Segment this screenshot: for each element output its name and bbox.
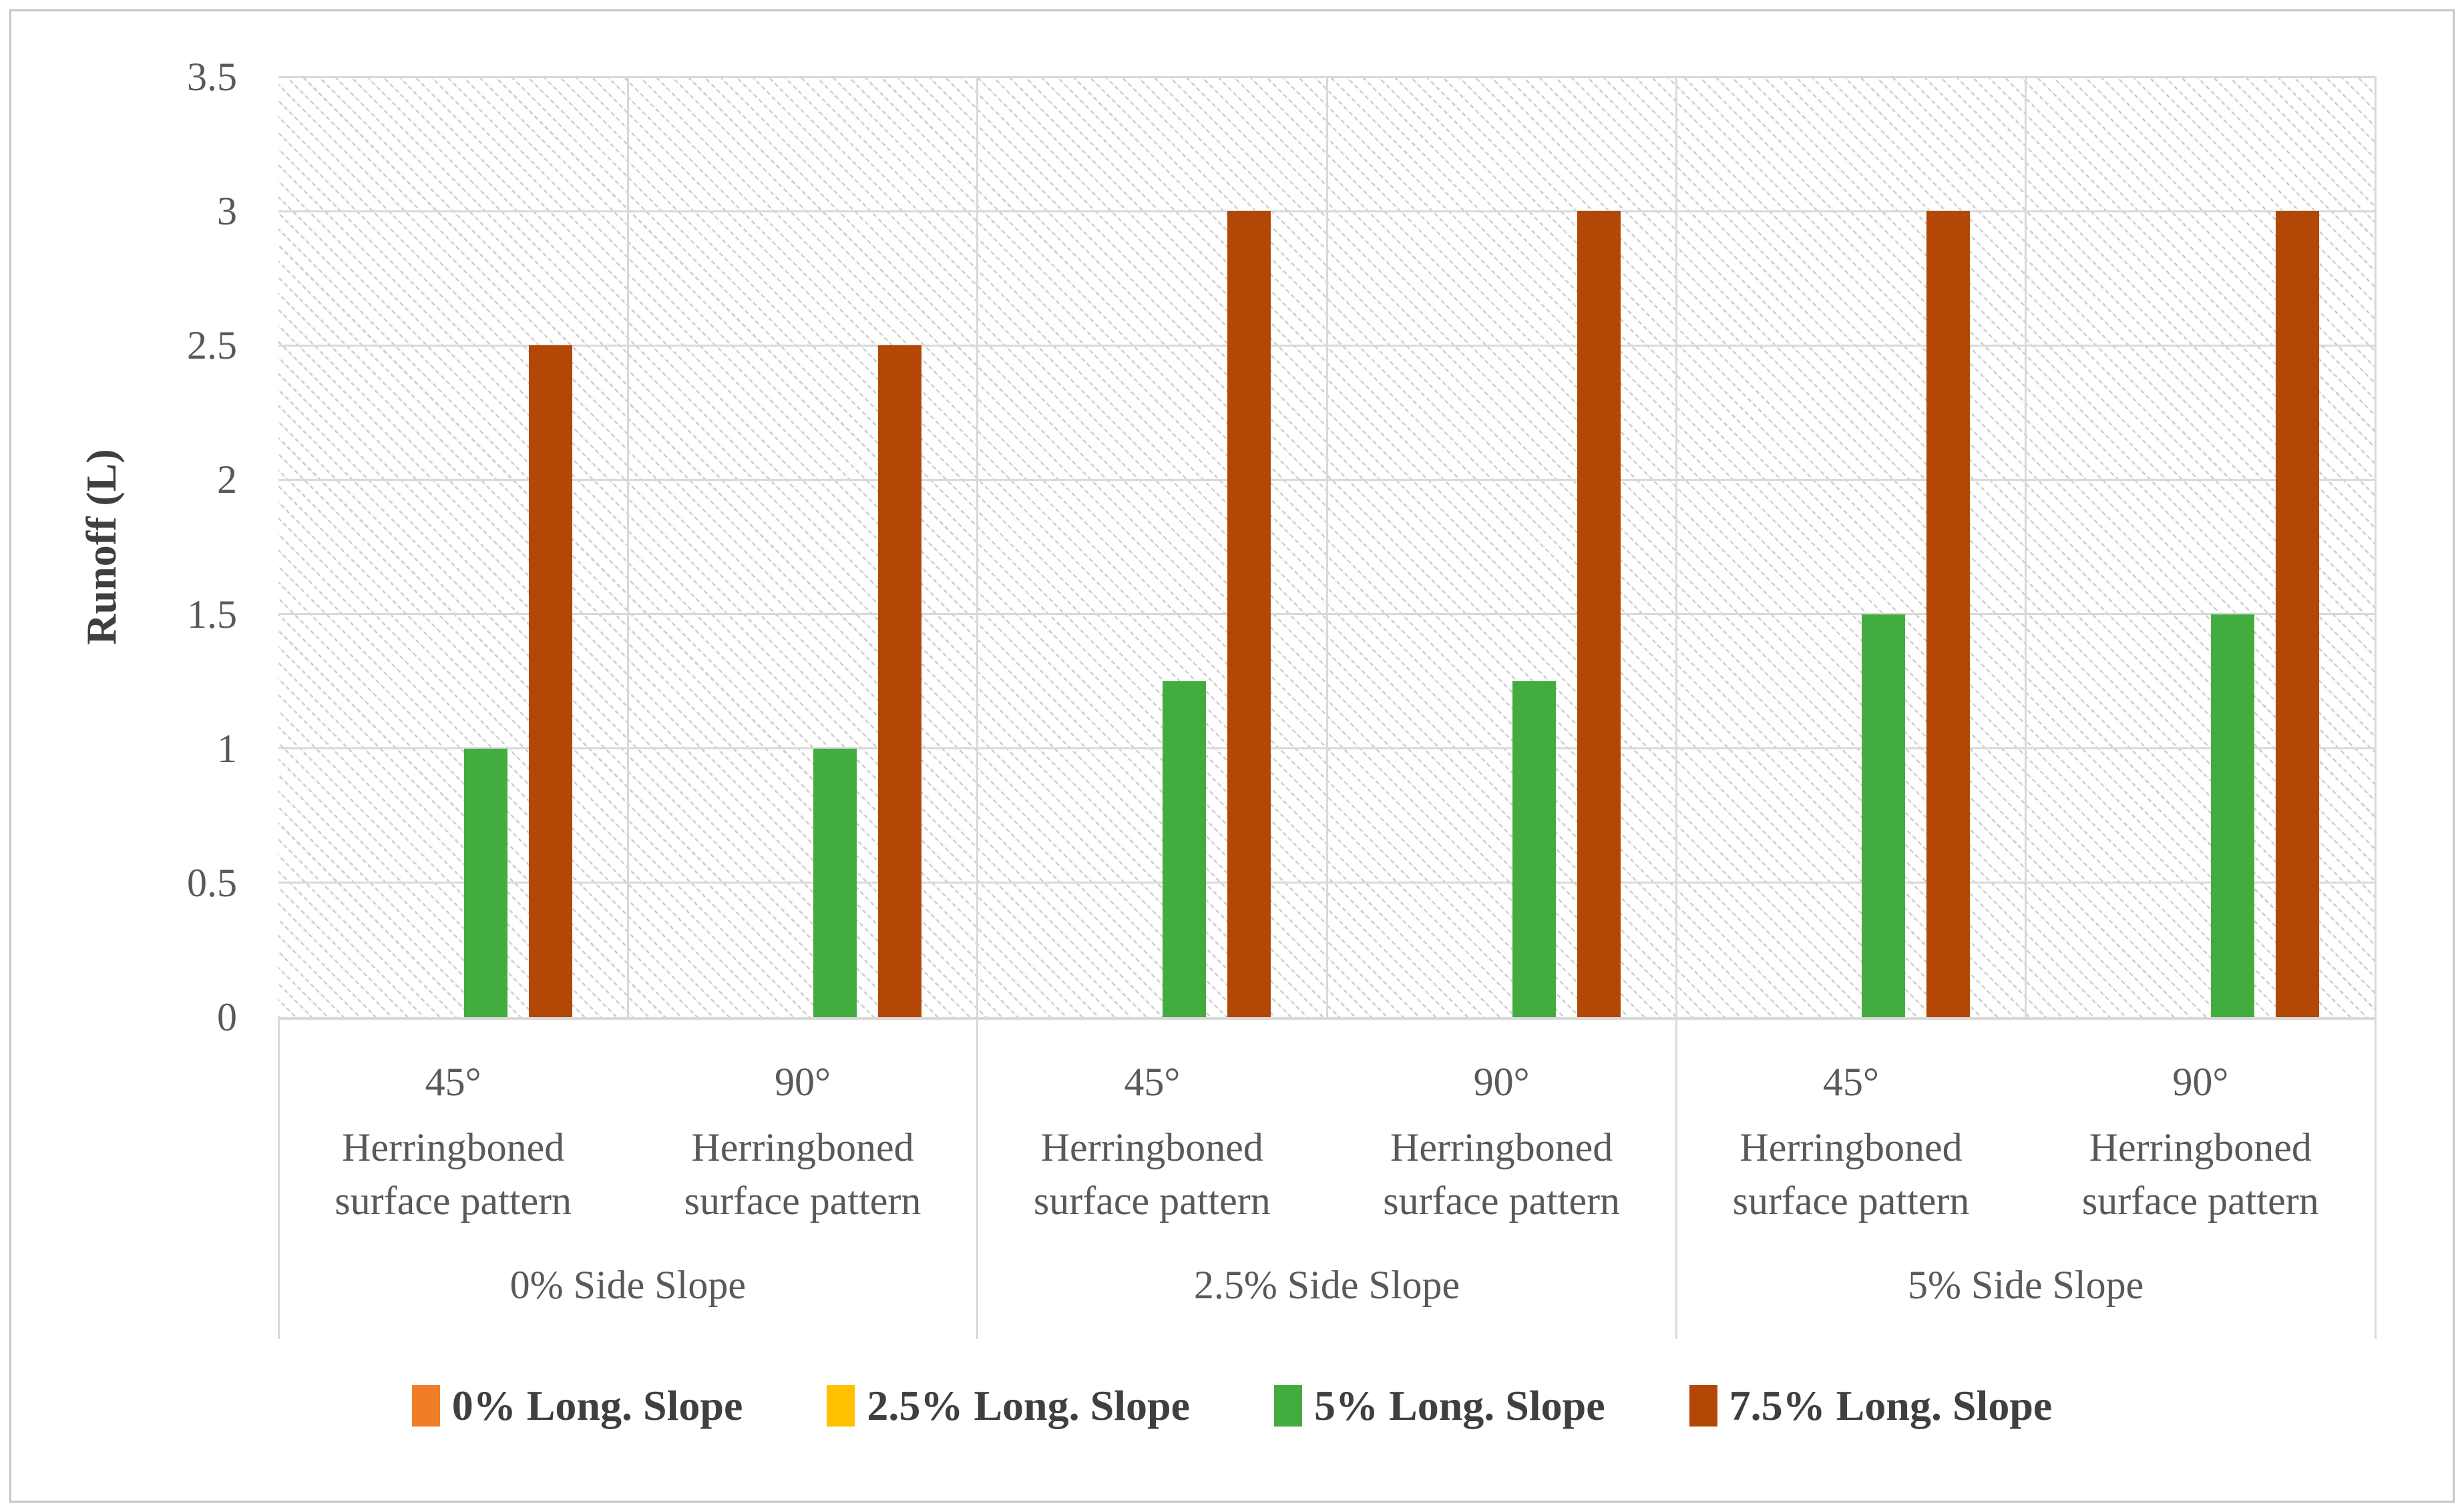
legend-item-0-long-slope: 0% Long. Slope <box>411 1381 743 1431</box>
bar-5-long-slope <box>813 748 857 1017</box>
legend-marker-2-5-long-slope <box>827 1385 855 1427</box>
category-angle-label: 45° <box>1822 1060 1879 1104</box>
y-tick-label: 0.5 <box>187 860 237 905</box>
axis-group-separator <box>2374 1017 2377 1339</box>
bar-5-long-slope <box>1163 681 1207 1017</box>
legend-label: 7.5% Long. Slope <box>1729 1382 2053 1429</box>
axis-group-separator <box>277 1017 280 1339</box>
legend-label: 2.5% Long. Slope <box>867 1382 1190 1429</box>
bar-7-5-long-slope <box>1926 211 1970 1017</box>
vertical-gridline <box>976 77 979 1017</box>
category-angle-label: 45° <box>1124 1060 1181 1104</box>
y-tick-label: 2.5 <box>187 323 237 368</box>
legend-item-7-5-long-slope: 7.5% Long. Slope <box>1689 1381 2053 1431</box>
category-pattern-label: Herringboned surface pattern <box>1383 1125 1621 1223</box>
category-angle-label: 90° <box>774 1060 831 1104</box>
vertical-gridline <box>626 77 629 1017</box>
bar-5-long-slope <box>1512 681 1556 1017</box>
category-pattern-label: Herringboned surface pattern <box>1732 1125 1970 1223</box>
bar-7-5-long-slope <box>878 345 921 1017</box>
axis-group-separator <box>976 1017 979 1339</box>
bar-5-long-slope <box>2211 614 2255 1017</box>
y-tick-label: 3.5 <box>187 55 237 99</box>
y-tick-label: 2 <box>217 457 237 502</box>
vertical-gridline <box>1325 77 1328 1017</box>
chart-border <box>9 9 2455 1503</box>
legend-item-2-5-long-slope: 2.5% Long. Slope <box>827 1381 1190 1431</box>
category-angle-label: 90° <box>1473 1060 1530 1104</box>
axis-group-separator <box>1675 1017 1677 1339</box>
category-pattern-label: Herringboned surface pattern <box>684 1125 921 1223</box>
legend-label: 5% Long. Slope <box>1314 1382 1605 1429</box>
category-pattern-label: Herringboned surface pattern <box>1033 1125 1271 1223</box>
legend: 0% Long. Slope 2.5% Long. Slope 5% Long. S… <box>0 1381 2464 1431</box>
bar-7-5-long-slope <box>2276 211 2320 1017</box>
y-tick-label: 0 <box>217 995 237 1039</box>
vertical-gridline <box>1675 77 1677 1017</box>
plot-area <box>278 75 2377 1020</box>
bar-7-5-long-slope <box>528 345 572 1017</box>
y-tick-label: 1.5 <box>187 592 237 636</box>
category-pattern-label: Herringboned surface pattern <box>335 1125 572 1223</box>
legend-marker-0-long-slope <box>411 1385 440 1427</box>
bar-7-5-long-slope <box>1577 211 1621 1017</box>
category-angle-label: 45° <box>425 1060 481 1104</box>
group-label-2-5-side-slope: 2.5% Side Slope <box>1193 1263 1460 1307</box>
vertical-gridline <box>2374 77 2377 1017</box>
bar-5-long-slope <box>463 748 507 1017</box>
category-pattern-label: Herringboned surface pattern <box>2081 1125 2319 1223</box>
legend-item-5-long-slope: 5% Long. Slope <box>1274 1381 1605 1431</box>
legend-marker-7-5-long-slope <box>1689 1385 1717 1427</box>
bar-7-5-long-slope <box>1227 211 1271 1017</box>
legend-label: 0% Long. Slope <box>451 1382 743 1429</box>
y-tick-label: 1 <box>217 726 237 771</box>
legend-marker-5-long-slope <box>1274 1385 1302 1427</box>
group-label-0-side-slope: 0% Side Slope <box>509 1263 746 1307</box>
vertical-gridline <box>2025 77 2027 1017</box>
group-label-5-side-slope: 5% Side Slope <box>1907 1263 2144 1307</box>
bar-5-long-slope <box>1862 614 1905 1017</box>
category-angle-label: 90° <box>2172 1060 2229 1104</box>
y-tick-label: 3 <box>217 189 237 234</box>
